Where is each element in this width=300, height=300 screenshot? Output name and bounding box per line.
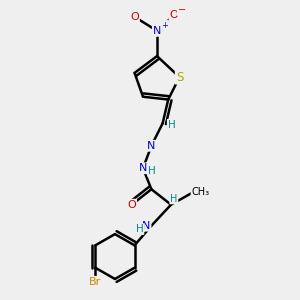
Text: H: H — [148, 166, 156, 176]
Text: O: O — [130, 12, 139, 22]
Text: O: O — [169, 11, 178, 20]
Text: N: N — [142, 221, 151, 231]
Text: S: S — [176, 70, 183, 84]
Text: −: − — [178, 5, 186, 15]
Text: Br: Br — [89, 277, 101, 287]
Text: H: H — [170, 194, 178, 203]
Text: H: H — [136, 224, 143, 234]
Text: O: O — [128, 200, 136, 210]
Text: N: N — [153, 26, 161, 36]
Text: +: + — [161, 21, 168, 30]
Text: N: N — [139, 163, 147, 173]
Text: CH₃: CH₃ — [191, 187, 209, 197]
Text: N: N — [147, 141, 156, 151]
Text: H: H — [168, 120, 176, 130]
